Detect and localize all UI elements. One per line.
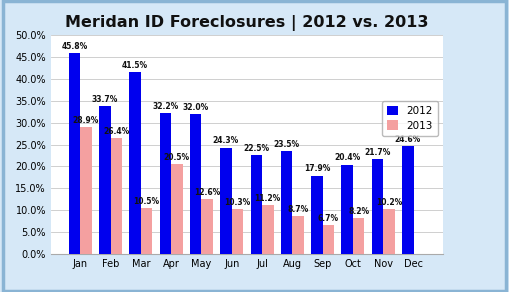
Bar — [250, 156, 262, 254]
Text: 32.0%: 32.0% — [183, 103, 209, 112]
Bar — [202, 199, 213, 254]
Bar — [342, 165, 353, 254]
Text: 33.7%: 33.7% — [92, 95, 118, 104]
Bar — [323, 225, 334, 254]
Text: 11.2%: 11.2% — [254, 194, 281, 203]
Text: 26.4%: 26.4% — [103, 127, 129, 136]
Text: 17.9%: 17.9% — [304, 164, 330, 173]
Bar — [372, 159, 383, 254]
Text: 32.2%: 32.2% — [152, 102, 179, 111]
Text: 8.7%: 8.7% — [288, 205, 308, 214]
Text: 10.5%: 10.5% — [133, 197, 160, 206]
Bar — [69, 53, 80, 254]
Bar — [311, 176, 323, 254]
Bar — [160, 113, 171, 254]
Bar — [141, 208, 152, 254]
Bar — [190, 114, 202, 254]
Text: 41.5%: 41.5% — [122, 61, 148, 70]
Text: 12.6%: 12.6% — [194, 188, 220, 197]
Text: 28.9%: 28.9% — [73, 116, 99, 125]
Bar — [232, 209, 243, 254]
Bar — [171, 164, 183, 254]
Bar — [281, 151, 292, 254]
Text: 21.7%: 21.7% — [364, 148, 390, 157]
Text: 8.2%: 8.2% — [348, 207, 369, 216]
Legend: 2012, 2013: 2012, 2013 — [382, 101, 438, 136]
Text: 24.3%: 24.3% — [213, 136, 239, 145]
Text: 23.5%: 23.5% — [273, 140, 300, 149]
Text: 45.8%: 45.8% — [62, 42, 88, 51]
Bar — [383, 209, 394, 254]
Bar — [129, 72, 141, 254]
Text: 10.3%: 10.3% — [224, 198, 250, 207]
Bar — [80, 127, 92, 254]
Bar — [292, 216, 304, 254]
Text: 20.4%: 20.4% — [334, 154, 360, 163]
Bar — [262, 205, 273, 254]
Bar — [402, 146, 413, 254]
Bar — [353, 218, 364, 254]
Text: 6.7%: 6.7% — [318, 213, 339, 223]
Text: 10.2%: 10.2% — [376, 198, 402, 207]
Bar — [110, 138, 122, 254]
Text: 24.6%: 24.6% — [394, 135, 421, 144]
Title: Meridan ID Foreclosures | 2012 vs. 2013: Meridan ID Foreclosures | 2012 vs. 2013 — [65, 15, 429, 31]
Bar — [99, 106, 110, 254]
Text: 22.5%: 22.5% — [243, 144, 269, 153]
Text: 20.5%: 20.5% — [164, 153, 190, 162]
Bar — [220, 148, 232, 254]
